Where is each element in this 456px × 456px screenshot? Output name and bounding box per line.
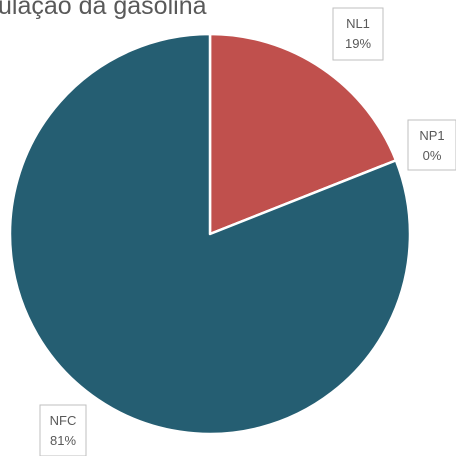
label-box (332, 7, 384, 61)
label-box (39, 404, 87, 456)
pie-slice (8, 32, 412, 436)
label-box (407, 119, 456, 171)
value-label: 81% (50, 433, 76, 448)
value-label: 19% (345, 36, 371, 51)
category-label: NL1 (346, 16, 370, 31)
category-label: NFC (50, 413, 77, 428)
chart-title: ulação da gasolina (0, 0, 207, 20)
value-label: 0% (423, 148, 442, 163)
data-label: NFC 81% (39, 404, 87, 456)
pie-slice (208, 32, 398, 236)
category-label: NP1 (419, 128, 444, 143)
